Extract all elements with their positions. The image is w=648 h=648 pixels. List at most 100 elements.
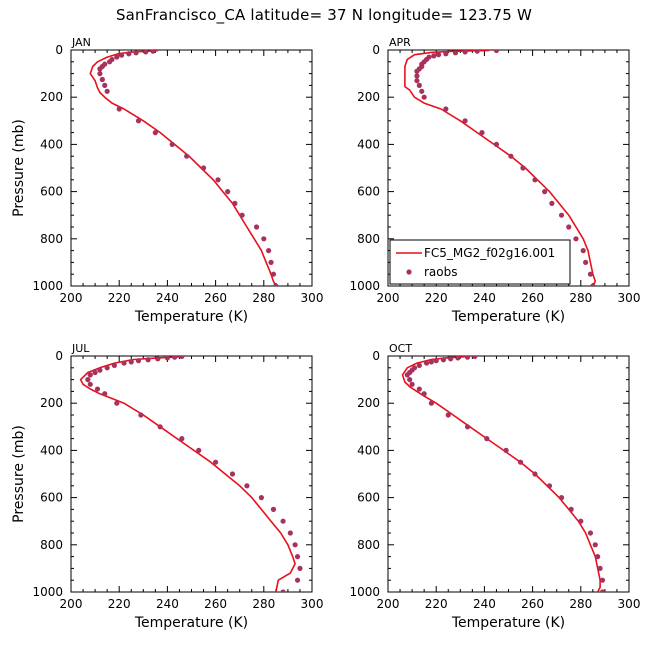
obs-point bbox=[128, 359, 134, 365]
obs-point bbox=[578, 518, 584, 524]
data-layer bbox=[89, 50, 279, 286]
obs-point bbox=[597, 565, 603, 572]
x-tick-label: 200 bbox=[377, 291, 400, 305]
model-line bbox=[401, 356, 601, 592]
y-axis-label: Pressure (mb) bbox=[11, 119, 27, 217]
y-tick-label: 0 bbox=[372, 349, 380, 363]
obs-point bbox=[440, 357, 447, 363]
x-tick-label: 200 bbox=[60, 291, 83, 305]
legend-label-model: FC5_MG2_f02g16.001 bbox=[424, 246, 555, 260]
obs-point bbox=[92, 369, 98, 376]
data-layer bbox=[401, 356, 606, 592]
legend-box bbox=[389, 239, 571, 285]
obs-point bbox=[542, 189, 548, 195]
obs-point bbox=[138, 412, 144, 418]
y-tick-label: 1000 bbox=[32, 585, 63, 599]
obs-point bbox=[409, 381, 415, 387]
obs-point bbox=[436, 52, 442, 58]
obs-point bbox=[172, 356, 178, 360]
obs-point bbox=[215, 177, 221, 183]
obs-point bbox=[580, 248, 586, 254]
model-line bbox=[89, 50, 277, 286]
obs-point bbox=[119, 52, 125, 58]
obs-point bbox=[592, 542, 598, 548]
legend-label-obs: raobs bbox=[424, 265, 458, 279]
obs-point bbox=[258, 495, 264, 501]
y-tick-label: 200 bbox=[40, 90, 63, 104]
obs-point bbox=[179, 356, 185, 360]
x-tick-label: 300 bbox=[618, 291, 641, 305]
panel-oct: 200 220 240 260 280 300 0 200 400 600 800 1000 Tempe… bbox=[349, 342, 640, 631]
data-layer bbox=[79, 356, 303, 592]
obs-point bbox=[184, 153, 190, 159]
panel-label-apr: APR bbox=[389, 36, 411, 49]
obs-point bbox=[297, 565, 303, 572]
obs-point bbox=[99, 76, 105, 83]
obs-point bbox=[407, 377, 413, 383]
obs-point bbox=[414, 73, 420, 79]
x-tick-label: 220 bbox=[425, 291, 448, 305]
x-tick-label: 280 bbox=[569, 291, 592, 305]
y-tick-label: 800 bbox=[40, 232, 63, 246]
obs-point bbox=[135, 358, 142, 364]
obs-point bbox=[196, 447, 202, 453]
y-tick-label: 400 bbox=[357, 137, 380, 151]
obs-point bbox=[421, 94, 427, 100]
y-tick-label: 400 bbox=[40, 443, 63, 457]
y-tick-label: 0 bbox=[372, 43, 380, 57]
obs-point bbox=[532, 471, 538, 477]
obs-point bbox=[414, 68, 420, 74]
x-tick-label: 300 bbox=[301, 597, 324, 611]
y-tick-label: 600 bbox=[357, 185, 380, 199]
x-tick-label: 300 bbox=[618, 597, 641, 611]
obs-point bbox=[431, 53, 437, 59]
obs-point bbox=[213, 459, 219, 465]
obs-point bbox=[443, 51, 449, 57]
y-tick-label: 1000 bbox=[349, 279, 380, 293]
obs-point bbox=[294, 554, 301, 560]
y-tick-label: 200 bbox=[357, 90, 380, 104]
obs-point bbox=[583, 259, 589, 265]
obs-point bbox=[270, 271, 277, 277]
x-tick-label: 280 bbox=[252, 291, 275, 305]
obs-point bbox=[280, 589, 286, 592]
y-tick-label: 0 bbox=[55, 349, 63, 363]
obs-point bbox=[106, 59, 113, 65]
obs-point bbox=[484, 436, 490, 442]
obs-point bbox=[503, 447, 509, 453]
obs-point bbox=[414, 78, 420, 84]
obs-point bbox=[225, 189, 231, 195]
x-tick-label: 260 bbox=[204, 291, 227, 305]
obs-point bbox=[97, 367, 103, 373]
panel-label-oct: OCT bbox=[389, 342, 412, 355]
x-tick-label: 240 bbox=[473, 597, 496, 611]
obs-point bbox=[232, 200, 238, 206]
obs-point bbox=[404, 372, 410, 378]
obs-point bbox=[423, 360, 430, 366]
obs-point bbox=[114, 54, 120, 60]
obs-point bbox=[266, 248, 272, 254]
obs-point bbox=[474, 50, 480, 54]
y-tick-label: 600 bbox=[357, 491, 380, 505]
obs-point bbox=[445, 412, 451, 418]
y-tick-label: 0 bbox=[55, 43, 63, 57]
y-tick-label: 400 bbox=[357, 443, 380, 457]
obs-point bbox=[558, 495, 565, 501]
obs-point bbox=[587, 271, 594, 277]
obs-point bbox=[455, 356, 461, 361]
x-tick-label: 260 bbox=[521, 291, 544, 305]
x-tick-label: 300 bbox=[301, 291, 324, 305]
obs-point bbox=[104, 365, 110, 371]
obs-point bbox=[443, 106, 449, 112]
obs-point bbox=[126, 51, 132, 57]
obs-point bbox=[268, 259, 274, 265]
figure-title: SanFrancisco_CA latitude= 37 N longitude… bbox=[115, 6, 533, 24]
y-axis-label: Pressure (mb) bbox=[11, 425, 27, 523]
obs-point bbox=[433, 358, 439, 364]
obs-point bbox=[114, 400, 120, 406]
obs-point bbox=[116, 106, 122, 112]
obs-point bbox=[493, 50, 500, 54]
x-tick-label: 280 bbox=[252, 597, 275, 611]
obs-point bbox=[229, 471, 236, 477]
